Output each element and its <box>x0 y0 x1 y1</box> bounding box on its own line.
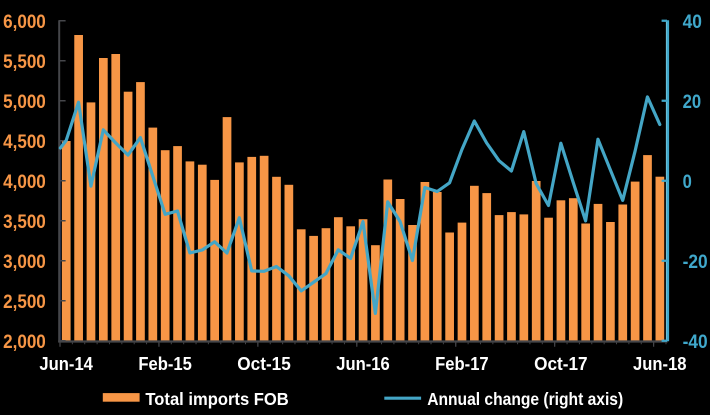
svg-text:Oct-17: Oct-17 <box>534 354 588 374</box>
svg-text:-20: -20 <box>683 252 708 273</box>
svg-text:2,500: 2,500 <box>3 292 46 313</box>
svg-text:3,500: 3,500 <box>3 212 46 233</box>
svg-text:6,000: 6,000 <box>3 12 46 33</box>
svg-text:3,000: 3,000 <box>3 252 46 273</box>
svg-text:4,000: 4,000 <box>3 172 46 193</box>
svg-text:Jun-16: Jun-16 <box>336 354 390 374</box>
svg-text:5,000: 5,000 <box>3 92 46 113</box>
svg-text:40: 40 <box>683 12 702 33</box>
svg-text:20: 20 <box>683 92 702 113</box>
svg-text:0: 0 <box>683 172 692 193</box>
svg-text:-40: -40 <box>683 332 708 353</box>
svg-text:5,500: 5,500 <box>3 52 46 73</box>
svg-text:Total imports FOB: Total imports FOB <box>145 389 288 409</box>
svg-text:Annual change (right axis): Annual change (right axis) <box>427 389 623 409</box>
svg-text:2,000: 2,000 <box>3 332 46 353</box>
svg-text:Jun-14: Jun-14 <box>39 354 93 374</box>
svg-text:Jun-18: Jun-18 <box>633 354 687 374</box>
svg-text:Feb-15: Feb-15 <box>138 354 192 374</box>
svg-text:Feb-17: Feb-17 <box>435 354 489 374</box>
svg-text:Oct-15: Oct-15 <box>237 354 291 374</box>
svg-text:4,500: 4,500 <box>3 132 46 153</box>
